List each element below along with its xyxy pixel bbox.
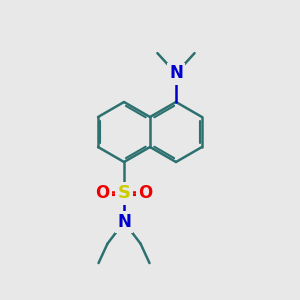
Text: O: O (95, 184, 110, 202)
Text: S: S (118, 184, 130, 202)
Text: N: N (117, 213, 131, 231)
Text: O: O (139, 184, 153, 202)
Text: N: N (169, 64, 183, 82)
